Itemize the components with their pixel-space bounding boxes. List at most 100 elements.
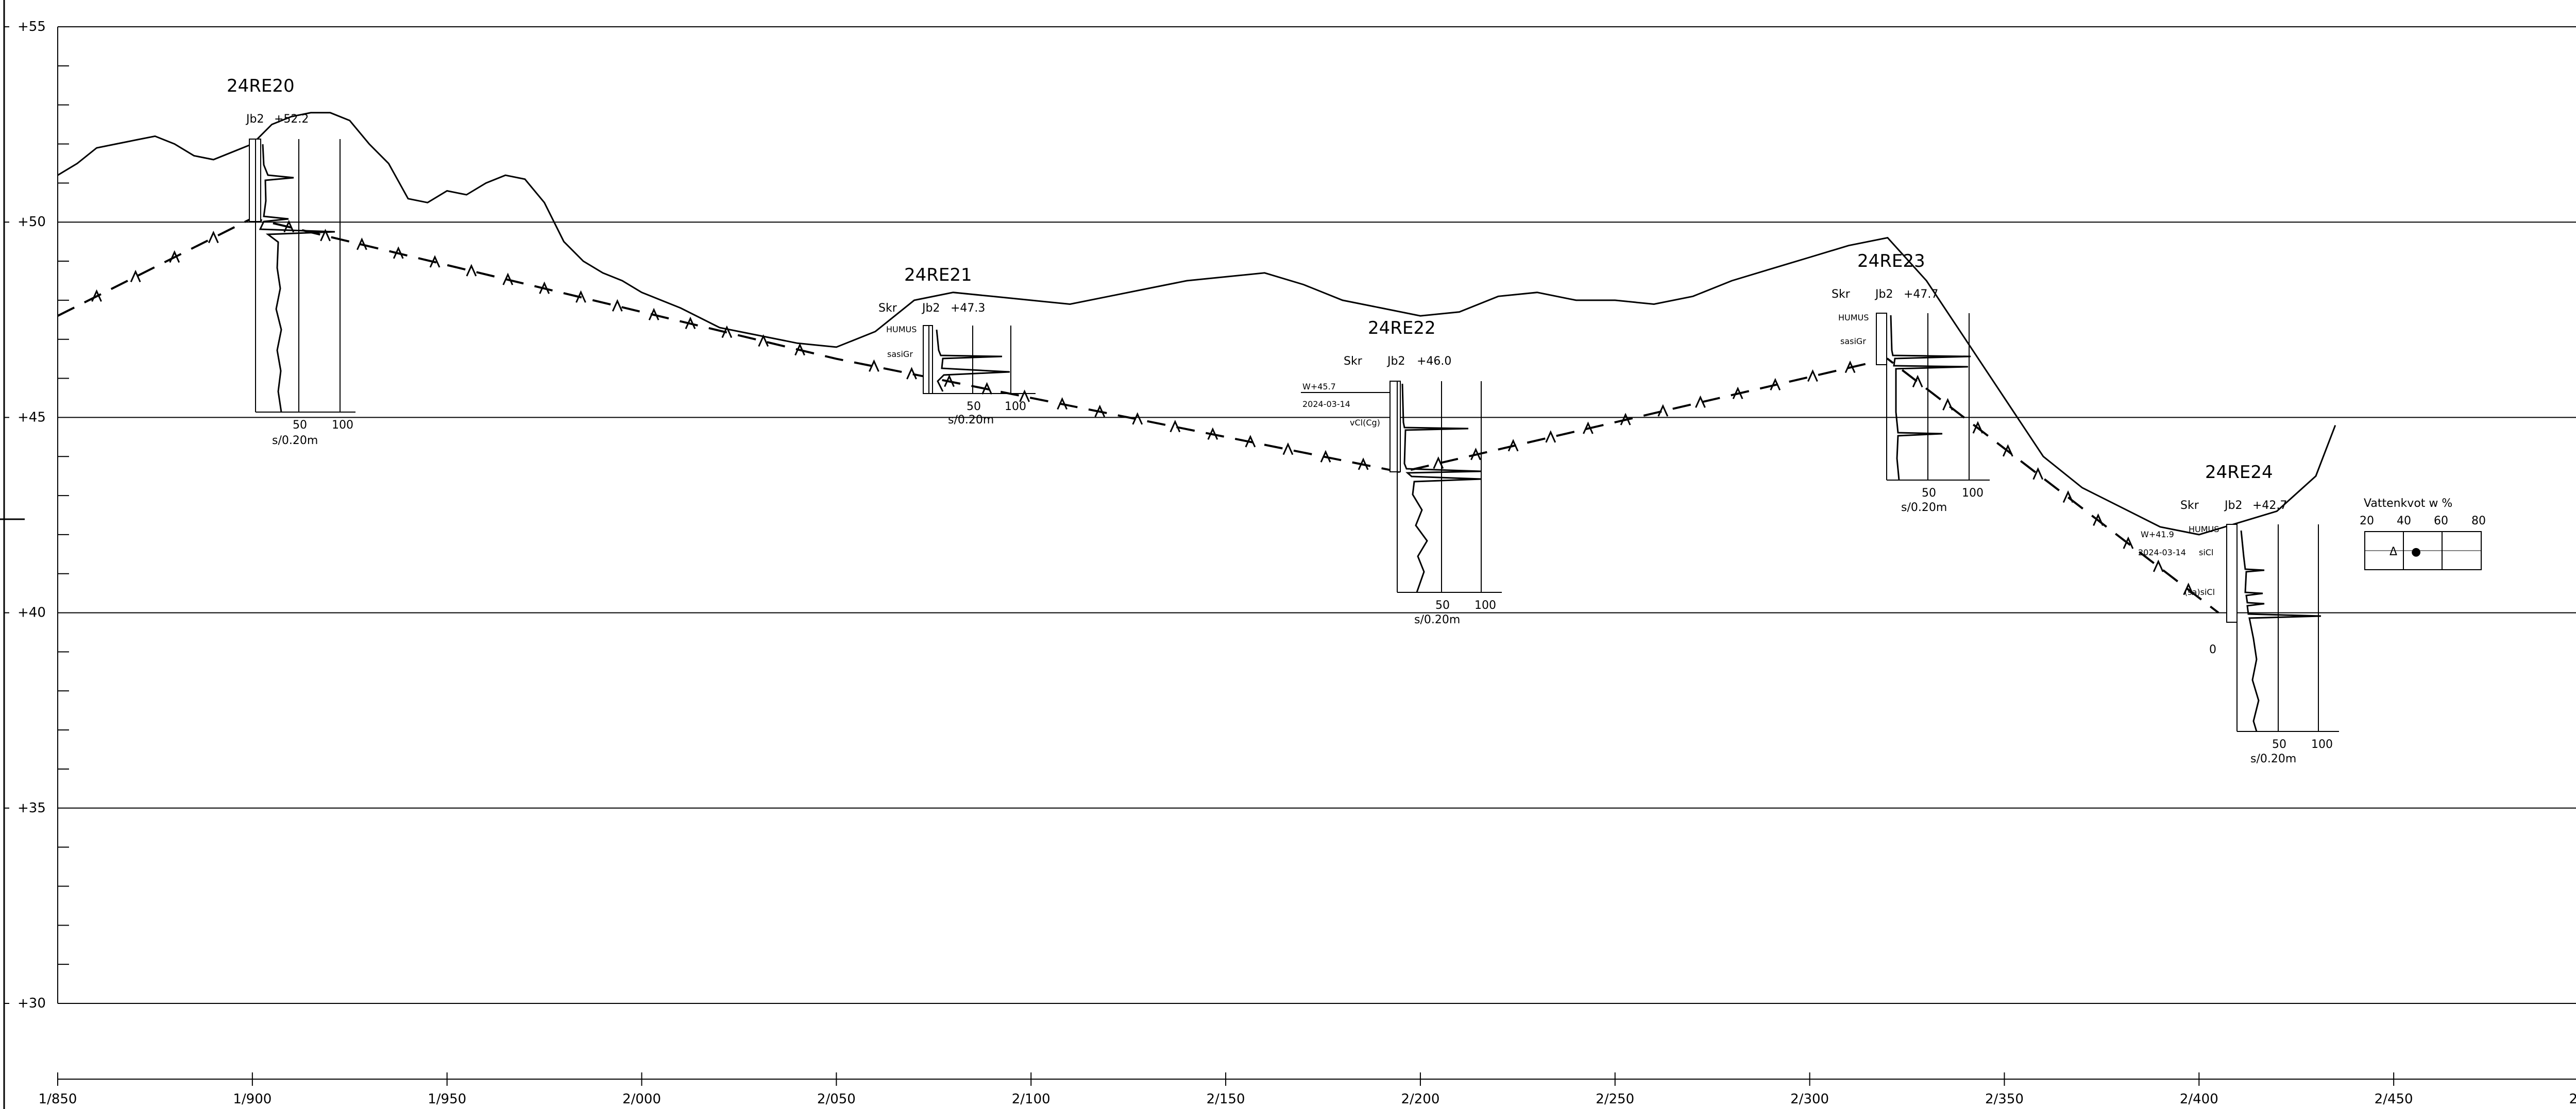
interpretation-marker bbox=[758, 334, 769, 347]
interpretation-marker bbox=[648, 308, 659, 320]
borehole-column bbox=[1876, 313, 1887, 365]
layer-label: vCl(Cg) bbox=[1350, 418, 1380, 428]
borehole-column bbox=[1389, 381, 1401, 472]
legend-tick: 40 bbox=[2397, 515, 2411, 527]
scale-tick-100: 100 bbox=[1005, 400, 1026, 413]
borehole-24re21: 24RE21 Skr Jb2 +47.3 HUMUS sasiGr 50 100… bbox=[878, 265, 1036, 426]
x-tick-label: 2/300 bbox=[1790, 1091, 1829, 1107]
interpretation-marker bbox=[1770, 378, 1781, 391]
x-tick-label: 1/850 bbox=[39, 1091, 77, 1107]
interpretation-marker bbox=[1057, 397, 1068, 410]
interpretation-marker bbox=[685, 316, 696, 329]
scale-tick-100: 100 bbox=[2311, 738, 2333, 751]
interpretation-marker bbox=[429, 255, 440, 268]
legend-triangle-marker: Δ bbox=[2389, 545, 2397, 558]
sounding-extra-label: 0 bbox=[2209, 643, 2216, 656]
borehole-id: 24RE22 bbox=[1368, 318, 1436, 338]
interpretation-marker bbox=[1132, 412, 1143, 425]
borehole-level: +52.2 bbox=[274, 113, 309, 126]
interpretation-marker bbox=[794, 343, 805, 356]
interpretation-marker bbox=[2093, 513, 2104, 526]
sounding-curve bbox=[1890, 315, 1971, 481]
groundwater-date: 2024-03-14 bbox=[2138, 548, 2186, 557]
borehole-24re22: 24RE22 Skr Jb2 +46.0 W+45.7 2024-03-14 v… bbox=[1301, 318, 1502, 626]
water-content-legend: Vattenkvot w % 20 40 60 80 Δ ● bbox=[2360, 497, 2486, 570]
interpretation-marker bbox=[393, 246, 404, 259]
interpretation-marker bbox=[1019, 389, 1030, 402]
borehole-column bbox=[923, 325, 933, 394]
interpretation-marker bbox=[981, 382, 992, 395]
borehole-level: +47.3 bbox=[951, 302, 985, 315]
interpretation-marker bbox=[130, 269, 141, 282]
legend-title: Vattenkvot w % bbox=[2364, 497, 2452, 510]
interpretation-marker bbox=[502, 272, 514, 285]
interpretation-marker bbox=[1583, 421, 1594, 434]
sounding-curve bbox=[1401, 383, 1482, 593]
groundwater-date: 2024-03-14 bbox=[1302, 399, 1350, 409]
interpretation-marker bbox=[1844, 360, 1856, 373]
borehole-prefix: Skr bbox=[1344, 355, 1363, 368]
borehole-prefix: Skr bbox=[878, 302, 897, 315]
borehole-method: Jb2 bbox=[245, 113, 264, 126]
interpretation-marker bbox=[320, 229, 331, 242]
interpretation-marker bbox=[2183, 583, 2194, 595]
interpretation-marker bbox=[91, 289, 102, 302]
scale-label: s/0.20m bbox=[1414, 613, 1460, 626]
x-tick-label: 1/950 bbox=[428, 1091, 466, 1107]
groundwater-level: W+45.7 bbox=[1302, 382, 1336, 391]
interpretation-marker bbox=[169, 250, 180, 263]
legend-tick: 20 bbox=[2360, 515, 2374, 527]
layer-label: sasiGr bbox=[887, 349, 913, 359]
borehole-level: +47.7 bbox=[1904, 288, 1938, 301]
x-tick-label: 2/500 bbox=[2569, 1091, 2576, 1107]
x-tick-label: 2/100 bbox=[1012, 1091, 1050, 1107]
interpretation-marker bbox=[1282, 442, 1294, 455]
borehole-id: 24RE23 bbox=[1857, 251, 1925, 271]
minor-ticks bbox=[58, 65, 69, 965]
interpretation-marker bbox=[1507, 439, 1519, 452]
interpretation-marker bbox=[612, 299, 623, 312]
x-tick-label: 2/200 bbox=[1401, 1091, 1439, 1107]
layer-label: sasiGr bbox=[1840, 336, 1866, 346]
scale-tick-50: 50 bbox=[1435, 599, 1450, 612]
interpretation-marker bbox=[721, 325, 733, 338]
scale-tick-100: 100 bbox=[1475, 599, 1496, 612]
interpretation-marker bbox=[1620, 413, 1631, 425]
y-tick-label: +45 bbox=[18, 410, 46, 425]
interpreted-surface-line bbox=[57, 217, 2219, 614]
scale-label: s/0.20m bbox=[948, 414, 994, 426]
y-tick-label: +35 bbox=[18, 800, 46, 816]
borehole-24re23: 24RE23 Skr Jb2 +47.7 HUMUS sasiGr 50 100… bbox=[1832, 251, 1990, 514]
interpretation-marker bbox=[575, 290, 586, 303]
interpretation-marker bbox=[1695, 395, 1706, 408]
scale-tick-50: 50 bbox=[967, 400, 981, 413]
interpretation-marker bbox=[1657, 404, 1669, 417]
x-tick-label: 2/150 bbox=[1207, 1091, 1245, 1107]
sounding-curve bbox=[2240, 530, 2321, 732]
x-tick-label: 2/050 bbox=[817, 1091, 856, 1107]
borehole-level: +42.7 bbox=[2252, 499, 2287, 512]
interpretation-marker bbox=[1207, 427, 1218, 440]
sounding-curve bbox=[259, 144, 335, 413]
interpretation-marker bbox=[1320, 450, 1331, 463]
interpreted-surface-markers bbox=[91, 220, 2194, 595]
borehole-prefix: Skr bbox=[2180, 499, 2199, 512]
interpretation-marker bbox=[944, 374, 955, 387]
sounding-curve bbox=[936, 329, 1010, 392]
interpretation-marker bbox=[283, 220, 295, 233]
interpretation-marker bbox=[1170, 419, 1181, 433]
borehole-level: +46.0 bbox=[1417, 355, 1451, 368]
borehole-24re20: 24RE20 Jb2 +52.2 50 100 s/0.20m bbox=[227, 76, 355, 447]
interpretation-marker bbox=[1912, 374, 1923, 388]
interpretation-marker bbox=[2123, 536, 2134, 549]
scale-tick-50: 50 bbox=[293, 419, 307, 432]
borehole-method: Jb2 bbox=[921, 302, 940, 315]
y-tick-label: +40 bbox=[18, 605, 46, 621]
borehole-prefix: Skr bbox=[1832, 288, 1851, 301]
interpretation-marker bbox=[1732, 386, 1743, 399]
borehole-method: Jb2 bbox=[2224, 499, 2242, 512]
borehole-id: 24RE20 bbox=[227, 76, 295, 96]
legend-dot-marker: ● bbox=[2411, 545, 2421, 558]
layer-label: siCl bbox=[2199, 548, 2213, 557]
